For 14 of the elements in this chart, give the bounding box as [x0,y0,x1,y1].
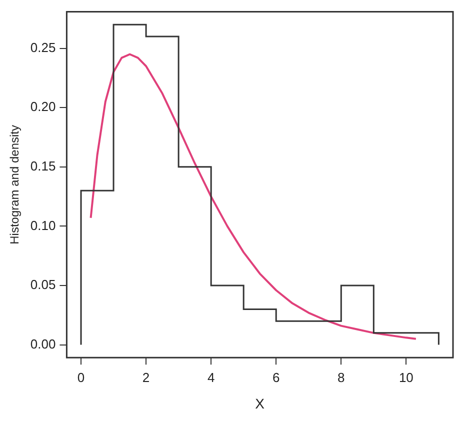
x-tick-label: 10 [398,370,414,385]
y-tick-label: 0.20 [30,99,56,114]
x-tick-label: 0 [77,370,85,385]
x-axis-title: X [255,395,266,412]
x-tick-label: 4 [207,370,215,385]
y-tick-label: 0.00 [30,336,56,352]
x-tick-label: 8 [338,370,345,385]
y-tick-label: 0.10 [30,218,56,233]
y-tick-label: 0.05 [30,277,56,292]
y-tick-label: 0.15 [30,158,56,174]
x-tick-label: 2 [142,370,150,385]
y-tick-label: 0.25 [30,40,56,55]
x-tick-label: 6 [272,370,280,385]
y-axis-title: Histogram and density [8,125,22,244]
